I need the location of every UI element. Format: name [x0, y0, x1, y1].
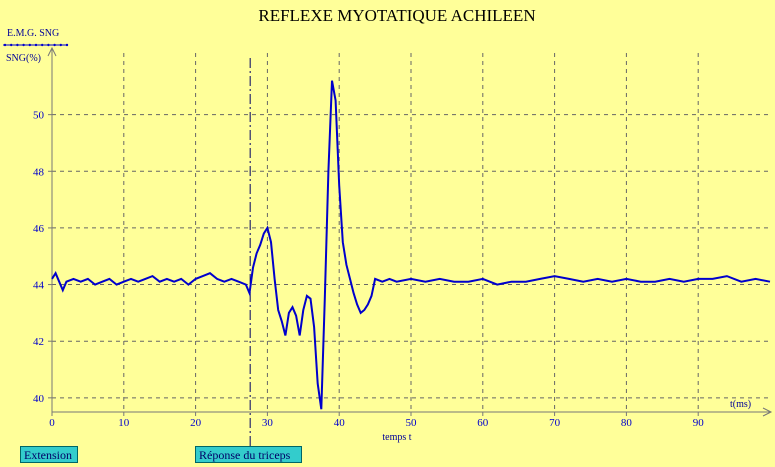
- x-tick-label: 80: [621, 417, 633, 429]
- x-tick-label: 90: [693, 417, 705, 429]
- legend-dot: [28, 43, 31, 47]
- y-tick-label: 42: [33, 336, 44, 348]
- y-tick-label: 40: [33, 393, 45, 405]
- x-axis-label: temps t: [382, 432, 411, 443]
- ticks: 0 10 20 30 40 50 60 70 80 90 40 42 44 46 48 50: [33, 110, 704, 429]
- x-tick-label: 0: [49, 417, 55, 429]
- y-axis-label: SNG(%): [6, 53, 41, 64]
- y-tick-label: 46: [33, 223, 45, 235]
- y-tick-label: 48: [33, 166, 45, 178]
- legend-dot: [47, 43, 50, 47]
- y-axis-arrow: [47, 46, 57, 57]
- x-tick-label: 40: [334, 417, 346, 429]
- series-line: [51, 80, 771, 410]
- x-tick-label: 30: [262, 417, 274, 429]
- legend-dot: [41, 43, 44, 47]
- legend-dot: [10, 43, 13, 47]
- legend-dot: [3, 43, 7, 47]
- x-tick-label: 20: [190, 417, 202, 429]
- legend: E.M.G. SNG: [3, 28, 69, 47]
- legend-dot: [16, 43, 19, 47]
- grid: [52, 53, 770, 412]
- x-axis-arrow: [762, 407, 773, 417]
- x-tick-label: 70: [549, 417, 561, 429]
- legend-dot: [22, 43, 25, 47]
- x-axis-name: t(ms): [730, 399, 751, 410]
- x-tick-label: 60: [477, 417, 489, 429]
- x-tick-label: 10: [118, 417, 130, 429]
- reponse-button[interactable]: Réponse du triceps: [195, 446, 302, 463]
- legend-label: E.M.G. SNG: [7, 28, 59, 39]
- chart-title: REFLEXE MYOTATIQUE ACHILEEN: [258, 6, 535, 25]
- legend-dot: [65, 43, 69, 47]
- y-tick-label: 44: [33, 280, 45, 292]
- x-tick-label: 50: [406, 417, 418, 429]
- legend-dot: [53, 43, 56, 47]
- y-tick-label: 50: [33, 110, 45, 122]
- legend-dot: [59, 43, 62, 47]
- axes: [47, 46, 773, 417]
- extension-button[interactable]: Extension: [20, 446, 78, 463]
- legend-dot: [34, 43, 38, 47]
